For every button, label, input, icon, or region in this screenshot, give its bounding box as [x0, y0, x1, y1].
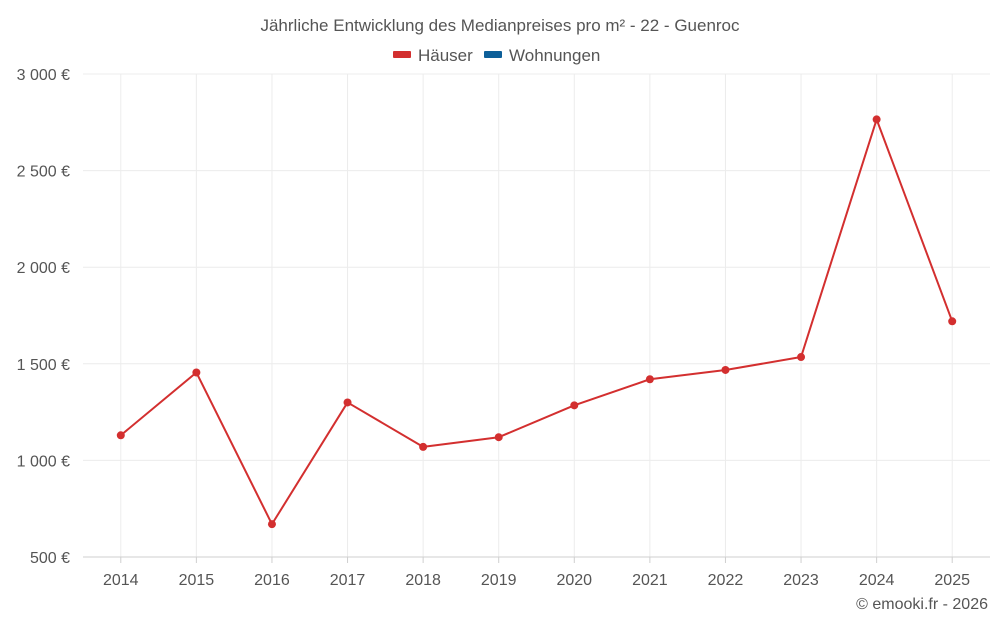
legend-label-haeuser: Häuser — [418, 46, 473, 65]
data-point-haeuser[interactable] — [419, 442, 428, 451]
y-tick-label: 1 000 € — [17, 453, 70, 470]
data-point-haeuser[interactable] — [116, 431, 125, 440]
data-point-haeuser[interactable] — [267, 520, 276, 529]
chart-title: Jährliche Entwicklung des Medianpreises … — [260, 16, 740, 35]
data-point-haeuser[interactable] — [570, 401, 579, 410]
data-point-haeuser[interactable] — [343, 398, 352, 407]
x-gridlines — [120, 74, 953, 563]
x-tick-label: 2025 — [934, 572, 970, 589]
data-point-haeuser[interactable] — [797, 353, 806, 362]
data-point-haeuser[interactable] — [645, 375, 654, 384]
x-tick-label: 2017 — [330, 572, 366, 589]
x-tick-label: 2022 — [708, 572, 744, 589]
data-point-haeuser[interactable] — [721, 365, 730, 374]
series-haeuser — [116, 115, 957, 529]
x-tick-label: 2015 — [179, 572, 215, 589]
y-tick-label: 500 € — [30, 550, 70, 567]
series-line-haeuser — [120, 118, 954, 526]
x-tick-label: 2024 — [859, 572, 895, 589]
legend-swatch-haeuser — [393, 51, 411, 58]
x-tick-labels: 2014 2015 2016 2017 2018 2019 2020 2021 2022 2023… — [103, 572, 970, 589]
x-tick-label: 2014 — [103, 572, 139, 589]
data-point-haeuser[interactable] — [494, 433, 503, 442]
x-tick-label: 2020 — [556, 572, 592, 589]
x-tick-label: 2023 — [783, 572, 819, 589]
data-point-haeuser[interactable] — [872, 115, 881, 124]
x-tick-label: 2019 — [481, 572, 517, 589]
legend-item-wohnungen[interactable]: Wohnungen — [484, 46, 600, 65]
y-tick-label: 3 000 € — [17, 67, 70, 84]
y-tick-label: 2 000 € — [17, 260, 70, 277]
y-tick-label: 2 500 € — [17, 164, 70, 181]
credit-text: © emooki.fr - 2026 — [856, 596, 988, 613]
legend: Häuser Wohnungen — [393, 46, 600, 65]
data-point-haeuser[interactable] — [192, 368, 201, 377]
data-point-haeuser[interactable] — [948, 317, 957, 326]
x-tick-label: 2016 — [254, 572, 290, 589]
y-gridlines — [83, 73, 990, 558]
legend-item-haeuser[interactable]: Häuser — [393, 46, 473, 65]
x-tick-label: 2018 — [405, 572, 441, 589]
legend-label-wohnungen: Wohnungen — [509, 46, 600, 65]
y-tick-label: 1 500 € — [17, 357, 70, 374]
legend-swatch-wohnungen — [484, 51, 502, 58]
x-tick-label: 2021 — [632, 572, 668, 589]
y-tick-labels: 500 € 1 000 € 1 500 € 2 000 € 2 500 € 3 000 € — [17, 67, 70, 567]
